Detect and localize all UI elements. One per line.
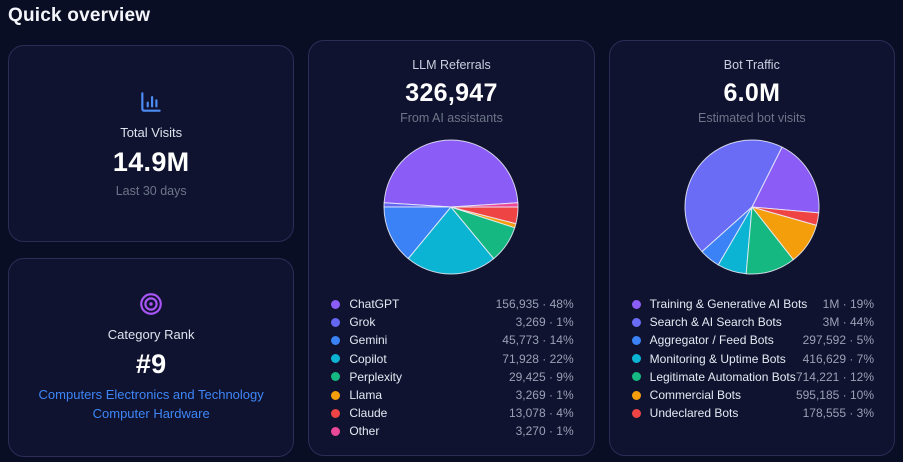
- legend-value: 714,221 · 12%: [795, 369, 874, 384]
- legend-label: Grok: [349, 315, 376, 330]
- bot-traffic-pie-chart: [630, 132, 874, 282]
- legend-label: Gemini: [349, 333, 388, 348]
- llm-referrals-legend: ChatGPT 156,935 · 48% Grok 3,269 · 1% Gemini…: [329, 295, 574, 441]
- legend-row-chatgpt: ChatGPT 156,935 · 48%: [329, 295, 574, 313]
- legend-value: 45,773 · 14%: [502, 333, 574, 348]
- legend-value: 1M · 19%: [822, 297, 874, 312]
- legend-value: 3,270 · 1%: [515, 424, 574, 439]
- pie-slice-other: [450, 202, 519, 208]
- target-icon: [140, 293, 162, 315]
- llm-referrals-card: LLM Referrals 326,947 From AI assistants…: [308, 40, 595, 456]
- bot-traffic-card: Bot Traffic 6.0M Estimated bot visits Tr…: [608, 40, 895, 456]
- legend-label: Llama: [349, 388, 383, 403]
- legend-value: 3,269 · 1%: [515, 315, 574, 330]
- pie-slice-gemini: [383, 206, 452, 260]
- llm-referrals-header: LLM Referrals 326,947 From AI assistants: [329, 58, 573, 125]
- legend-row-gemini: Gemini 45,773 · 14%: [329, 331, 574, 349]
- bot-traffic-title: Bot Traffic: [723, 58, 780, 72]
- category-link-parent[interactable]: Computers Electronics and Technology: [38, 387, 264, 403]
- left-column: Total Visits 14.9M Last 30 days Category…: [8, 45, 295, 457]
- legend-row-search-ai-search-bots: Search & AI Search Bots 3M · 44%: [630, 313, 874, 331]
- legend-dot-icon: [631, 354, 641, 364]
- total-visits-card: Total Visits 14.9M Last 30 days: [8, 45, 295, 242]
- llm-referrals-title: LLM Referrals: [412, 58, 491, 72]
- legend-label: Copilot: [349, 351, 387, 366]
- legend-dot-icon: [331, 317, 341, 327]
- legend-dot-icon: [631, 408, 641, 418]
- legend-dot-icon: [331, 426, 341, 436]
- legend-label: Legitimate Automation Bots: [649, 369, 796, 384]
- legend-dot-icon: [331, 354, 341, 364]
- category-rank-card: Category Rank #9 Computers Electronics a…: [8, 258, 295, 457]
- bar-chart-icon: [141, 92, 161, 112]
- bot-traffic-header: Bot Traffic 6.0M Estimated bot visits: [630, 58, 874, 125]
- llm-referrals-pie: [383, 139, 519, 275]
- legend-dot-icon: [331, 335, 341, 345]
- pie-slice-undeclared-bots: [751, 206, 820, 226]
- legend-value: 595,185 · 10%: [795, 388, 874, 403]
- legend-row-llama: Llama 3,269 · 1%: [329, 386, 574, 404]
- legend-row-perplexity: Perplexity 29,425 · 9%: [329, 368, 574, 386]
- legend-label: Perplexity: [349, 369, 403, 384]
- category-rank-links: Computers Electronics and Technology Com…: [39, 386, 264, 424]
- legend-label: Training & Generative AI Bots: [649, 297, 808, 312]
- legend-value: 29,425 · 9%: [508, 369, 574, 384]
- legend-row-other: Other 3,270 · 1%: [329, 422, 574, 440]
- category-rank-label: Category Rank: [107, 327, 195, 343]
- legend-value: 3M · 44%: [822, 315, 874, 330]
- legend-row-monitoring-uptime-bots: Monitoring & Uptime Bots 416,629 · 7%: [630, 350, 874, 368]
- legend-dot-icon: [631, 299, 641, 309]
- category-link-child[interactable]: Computer Hardware: [92, 406, 210, 421]
- llm-referrals-subtitle: From AI assistants: [400, 111, 503, 125]
- total-visits-value: 14.9M: [112, 147, 190, 177]
- legend-row-copilot: Copilot 71,928 · 22%: [329, 350, 574, 368]
- legend-row-grok: Grok 3,269 · 1%: [329, 313, 574, 331]
- legend-row-commercial-bots: Commercial Bots 595,185 · 10%: [630, 386, 874, 404]
- legend-dot-icon: [331, 390, 341, 400]
- legend-value: 3,269 · 1%: [515, 388, 574, 403]
- bot-traffic-legend: Training & Generative AI Bots 1M · 19% Sea…: [630, 295, 874, 422]
- legend-dot-icon: [631, 317, 641, 327]
- legend-value: 416,629 · 7%: [802, 351, 874, 366]
- pie-slice-chatgpt: [384, 139, 519, 208]
- legend-dot-icon: [631, 372, 641, 382]
- legend-row-claude: Claude 13,078 · 4%: [329, 404, 574, 422]
- legend-value: 71,928 · 22%: [502, 351, 574, 366]
- legend-dot-icon: [331, 372, 341, 382]
- pie-slice-search-ai-search-bots: [684, 139, 783, 253]
- legend-row-aggregator-feed-bots: Aggregator / Feed Bots 297,592 · 5%: [630, 331, 874, 349]
- bot-traffic-pie: [684, 139, 820, 275]
- legend-value: 156,935 · 48%: [495, 297, 574, 312]
- legend-label: Other: [349, 424, 380, 439]
- legend-label: Search & AI Search Bots: [649, 315, 782, 330]
- legend-label: Commercial Bots: [649, 388, 742, 403]
- legend-dot-icon: [631, 390, 641, 400]
- page-title: Quick overview: [8, 5, 151, 26]
- legend-label: Undeclared Bots: [649, 406, 739, 421]
- category-rank-value: #9: [135, 349, 167, 380]
- llm-referrals-pie-chart: [329, 132, 573, 282]
- total-visits-label: Total Visits: [120, 125, 183, 140]
- bot-traffic-subtitle: Estimated bot visits: [697, 111, 806, 125]
- bot-traffic-value: 6.0M: [723, 79, 781, 107]
- legend-label: Claude: [349, 406, 388, 421]
- total-visits-subtitle: Last 30 days: [115, 184, 187, 198]
- legend-row-training-generative-ai-bots: Training & Generative AI Bots 1M · 19%: [630, 295, 874, 313]
- cards-grid: Total Visits 14.9M Last 30 days Category…: [8, 40, 895, 457]
- legend-value: 13,078 · 4%: [508, 406, 574, 421]
- legend-label: Aggregator / Feed Bots: [649, 333, 774, 348]
- legend-dot-icon: [331, 408, 341, 418]
- pie-slice-copilot: [408, 206, 495, 275]
- legend-dot-icon: [631, 335, 641, 345]
- pie-slice-training-generative-ai-bots: [751, 146, 820, 214]
- legend-label: Monitoring & Uptime Bots: [649, 351, 786, 366]
- legend-dot-icon: [331, 299, 341, 309]
- llm-referrals-value: 326,947: [405, 79, 498, 107]
- legend-value: 178,555 · 3%: [802, 406, 874, 421]
- legend-value: 297,592 · 5%: [802, 333, 874, 348]
- legend-row-undeclared-bots: Undeclared Bots 178,555 · 3%: [630, 404, 874, 422]
- legend-row-legitimate-automation-bots: Legitimate Automation Bots 714,221 · 12%: [630, 368, 874, 386]
- legend-label: ChatGPT: [349, 297, 400, 312]
